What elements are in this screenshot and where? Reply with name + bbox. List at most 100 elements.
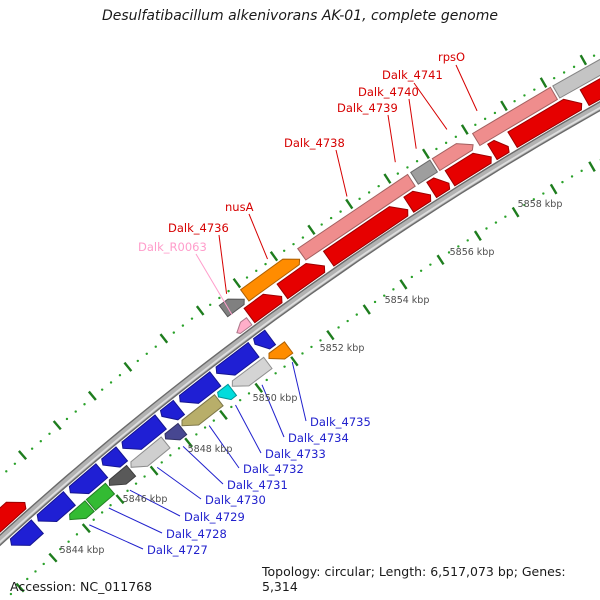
scale-minor-tick <box>552 76 556 80</box>
gene-arrow[interactable] <box>296 173 416 261</box>
gene-arrow[interactable] <box>431 143 474 172</box>
scale-major-tick <box>52 420 62 431</box>
scale-minor-tick <box>109 504 112 507</box>
gene-arrow[interactable] <box>36 490 77 523</box>
gene-arrow[interactable] <box>552 53 600 99</box>
gene-label-Dalk_4733[interactable]: Dalk_4733 <box>265 447 326 461</box>
gene-arrow-Dalk_R0063[interactable] <box>236 317 253 335</box>
gene-arrow-Dalk_4729[interactable] <box>108 464 137 486</box>
scale-minor-tick <box>100 511 104 514</box>
gene-label-Dalk_4740[interactable]: Dalk_4740 <box>358 85 419 99</box>
scale-major-tick <box>159 333 169 344</box>
scale-major-tick <box>579 54 588 66</box>
gene-label-Dalk_R0063[interactable]: Dalk_R0063 <box>138 240 207 254</box>
scale-minor-tick <box>592 54 596 57</box>
leader-line-Dalk_4738 <box>335 149 348 197</box>
scale-major-tick <box>549 183 558 195</box>
scale-major-tick <box>307 224 316 236</box>
scale-major-tick <box>290 356 299 367</box>
scale-minor-tick <box>9 592 13 596</box>
scale-minor-tick <box>292 242 295 246</box>
gene-label-rpsO[interactable]: rpsO <box>438 50 465 64</box>
scale-minor-tick <box>245 276 249 279</box>
gene-arrow-Dalk_4738[interactable] <box>322 206 409 267</box>
scale-minor-tick <box>169 454 172 457</box>
gene-arrow-Dalk_4741[interactable] <box>444 152 492 187</box>
gene-arrow[interactable] <box>471 86 559 147</box>
scale-minor-tick <box>429 263 432 266</box>
scale-minor-tick <box>444 141 448 145</box>
gene-arrow[interactable] <box>579 75 600 107</box>
scale-minor-tick <box>355 313 358 316</box>
gene-arrow[interactable] <box>507 98 583 149</box>
gene-label-Dalk_4728[interactable]: Dalk_4728 <box>166 527 227 541</box>
gene-arrow-Dalk_4731[interactable] <box>164 422 188 441</box>
gene-arrow-Dalk_4733[interactable] <box>217 383 238 401</box>
gene-arrow[interactable] <box>101 446 129 468</box>
scale-minor-tick <box>415 160 419 163</box>
scale-major-tick <box>115 494 125 505</box>
scale-minor-tick <box>447 251 451 254</box>
genome-title: Desulfatibacillum alkenivorans AK-01, co… <box>101 8 499 24</box>
gene-arrow-Dalk_4727[interactable] <box>69 500 95 521</box>
gene-arrow[interactable] <box>178 371 222 404</box>
scale-minor-tick <box>572 65 576 69</box>
gene-arrow[interactable] <box>121 414 168 450</box>
scale-minor-tick <box>255 269 258 273</box>
gene-label-Dalk_4738[interactable]: Dalk_4738 <box>284 136 345 150</box>
scale-minor-tick <box>373 300 377 304</box>
gene-arrow[interactable] <box>410 159 439 185</box>
scale-minor-tick <box>329 216 333 220</box>
gene-label-Dalk_4741[interactable]: Dalk_4741 <box>382 68 443 82</box>
leader-line-Dalk_4732 <box>208 425 240 469</box>
gene-label-Dalk_4732[interactable]: Dalk_4732 <box>243 462 304 476</box>
genome-backbone-highlight <box>0 106 600 544</box>
scale-major-tick <box>81 523 91 534</box>
gene-label-Dalk_4736[interactable]: Dalk_4736 <box>168 221 229 235</box>
scale-minor-tick <box>100 388 104 391</box>
gene-arrow-Dalk_4740[interactable] <box>426 177 451 199</box>
gene-arrow-Dalk_4728[interactable] <box>85 482 116 512</box>
gene-arrow[interactable] <box>276 262 326 300</box>
gene-label-Dalk_4727[interactable]: Dalk_4727 <box>147 543 208 557</box>
gene-label-nusA[interactable]: nusA <box>225 200 254 214</box>
gene-arrow-Dalk_4732[interactable] <box>181 393 224 427</box>
scale-minor-tick <box>126 489 129 493</box>
scale-minor-tick <box>283 365 286 368</box>
scale-minor-tick <box>109 381 113 384</box>
gene-arrow[interactable] <box>253 329 277 350</box>
gene-arrow[interactable] <box>0 501 27 541</box>
leader-line-Dalk_4736 <box>218 234 228 294</box>
gene-label-Dalk_4730[interactable]: Dalk_4730 <box>205 493 266 507</box>
scale-minor-tick <box>301 352 304 355</box>
gene-label-Dalk_4731[interactable]: Dalk_4731 <box>227 478 288 492</box>
gene-arrow-Dalk_4739[interactable] <box>403 190 432 213</box>
gene-arrow-Dalk_4734[interactable] <box>231 356 273 387</box>
gene-arrow-rpsO[interactable] <box>487 139 510 161</box>
gene-label-Dalk_4734[interactable]: Dalk_4734 <box>288 431 349 445</box>
gene-arrow[interactable] <box>215 341 260 376</box>
gene-arrow[interactable] <box>9 519 45 546</box>
scale-minor-tick <box>319 339 322 342</box>
scale-label: 5846 kbp <box>123 494 168 505</box>
gene-arrow-Dalk_4730[interactable] <box>130 436 171 468</box>
gene-arrow-nusA[interactable] <box>239 258 301 302</box>
leader-line-Dalk_4741 <box>413 82 448 130</box>
gene-arrow[interactable] <box>68 463 109 495</box>
leader-line-Dalk_4731 <box>182 445 224 485</box>
scale-minor-tick <box>513 100 516 103</box>
gene-label-Dalk_4729[interactable]: Dalk_4729 <box>184 510 245 524</box>
scale-minor-tick <box>282 249 286 252</box>
scale-minor-tick <box>177 447 181 450</box>
gene-label-Dalk_4739[interactable]: Dalk_4739 <box>337 101 398 115</box>
gene-arrow[interactable] <box>159 399 186 421</box>
leader-line-Dalk_4734 <box>261 384 285 438</box>
gene-label-Dalk_4735[interactable]: Dalk_4735 <box>310 415 371 429</box>
scale-minor-tick <box>346 319 349 323</box>
scale-minor-tick <box>454 135 458 139</box>
gene-arrow-Dalk_4735[interactable] <box>268 341 294 360</box>
scale-minor-tick <box>367 191 371 194</box>
gene-arrow[interactable] <box>243 293 283 324</box>
